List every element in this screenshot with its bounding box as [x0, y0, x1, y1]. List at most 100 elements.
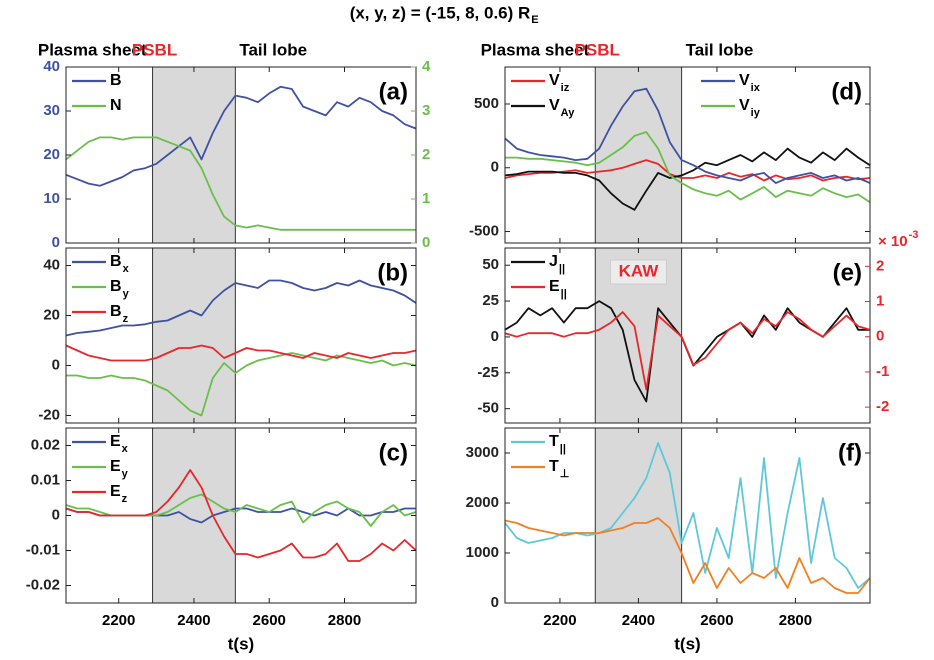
y-tick-label: -50	[477, 400, 499, 417]
data-line	[65, 136, 416, 231]
x-tick-label: 2400	[622, 612, 655, 629]
panel-label: (a)	[379, 78, 408, 105]
y-tick-label: 40	[43, 58, 60, 75]
legend-subscript: ||	[559, 263, 565, 275]
y-tick-label: 0	[52, 356, 60, 373]
legend-label: T	[549, 433, 559, 450]
region-label: PSBL	[575, 40, 620, 59]
legend-label: V	[549, 97, 560, 114]
legend-subscript: ||	[560, 443, 566, 455]
legend-subscript: y	[122, 468, 129, 480]
x-tick-label: 2400	[177, 612, 210, 629]
legend-label: V	[549, 72, 560, 89]
y-tick-label: 0.02	[31, 436, 60, 453]
y-tick-label: 40	[43, 256, 60, 273]
x-tick-label: 2600	[253, 612, 286, 629]
data-line	[504, 159, 871, 182]
legend-label: J	[549, 253, 558, 270]
panel-label: (c)	[379, 439, 408, 466]
legend-label: E	[549, 278, 560, 295]
annotation: KAW	[619, 261, 660, 280]
x-tick-label: 2200	[543, 612, 576, 629]
y-tick-label: 25	[482, 292, 499, 309]
y-tick-label: 0	[491, 328, 499, 345]
legend-label: E	[110, 458, 121, 475]
panel-label: (d)	[831, 78, 862, 105]
y2-tick-label: 4	[422, 58, 431, 75]
y2-tick-label: 0	[876, 328, 884, 345]
legend-label: B	[110, 72, 122, 89]
y2-multiplier-exponent: -3	[909, 229, 919, 241]
y-tick-label: 20	[43, 146, 60, 163]
y2-tick-label: 3	[422, 102, 430, 119]
data-line	[65, 279, 417, 337]
panel-label: (b)	[377, 259, 408, 286]
y-tick-label: 30	[43, 102, 60, 119]
y2-tick-label: 2	[876, 257, 884, 274]
y-tick-label: 0	[491, 594, 499, 611]
y-tick-label: 0	[491, 159, 499, 176]
axes-frame	[65, 247, 417, 424]
data-line	[65, 344, 417, 362]
data-line	[504, 517, 871, 594]
y2-tick-label: 1	[422, 190, 430, 207]
legend-subscript: ix	[751, 82, 761, 94]
legend-label: T	[549, 458, 559, 475]
legend-subscript: iz	[561, 82, 570, 94]
region-label: PSBL	[132, 40, 177, 59]
x-tick-label: 2800	[779, 612, 812, 629]
x-tick-label: 2600	[700, 612, 733, 629]
region-label: Tail lobe	[686, 40, 754, 59]
region-label: Plasma sheet	[38, 40, 147, 59]
y-tick-label: 2000	[466, 494, 499, 511]
data-line	[504, 87, 871, 184]
y-tick-label: 3000	[466, 444, 499, 461]
panel-label: (f)	[838, 439, 862, 466]
annotation-box	[609, 259, 667, 285]
x-axis-label: t(s)	[674, 634, 700, 653]
data-line	[505, 131, 871, 203]
y2-tick-label: -2	[876, 398, 889, 415]
data-line	[65, 469, 417, 562]
y2-tick-label: 0	[422, 234, 430, 251]
legend-label: B	[110, 278, 122, 295]
legend-subscript: iy	[751, 107, 761, 119]
x-axis-label: t(s)	[228, 634, 254, 653]
y-tick-label: -0.02	[26, 576, 60, 593]
y2-tick-label: 2	[422, 146, 430, 163]
panel-label: (e)	[833, 259, 862, 286]
data-line	[504, 311, 871, 391]
y-tick-label: 20	[43, 306, 60, 323]
y-tick-label: 1000	[466, 544, 499, 561]
y2-tick-label: -1	[876, 363, 889, 380]
legend-label: N	[110, 97, 122, 114]
legend-subscript: y	[123, 288, 130, 300]
data-line	[504, 147, 871, 211]
legend-label: B	[110, 253, 122, 270]
y-tick-label: -500	[469, 222, 499, 239]
legend-label: V	[739, 72, 750, 89]
y-tick-label: 50	[482, 256, 499, 273]
x-tick-label: 2800	[328, 612, 361, 629]
y-tick-label: -0.01	[26, 541, 60, 558]
legend-subscript: x	[122, 443, 129, 455]
shaded-region	[595, 428, 682, 603]
region-label: Tail lobe	[239, 40, 307, 59]
region-label: Plasma sheet	[481, 40, 590, 59]
y-tick-label: 500	[474, 95, 499, 112]
legend-label: B	[110, 303, 122, 320]
y-tick-label: -20	[38, 406, 60, 423]
axes-frame	[504, 427, 871, 604]
y2-multiplier: × 10	[878, 233, 908, 250]
y-tick-label: 0	[52, 234, 60, 251]
y-tick-label: 0.01	[31, 471, 60, 488]
figure-title: (x, y, z) = (-15, 8, 0.6) R	[350, 3, 531, 22]
data-line	[65, 85, 417, 187]
legend-label: V	[739, 97, 750, 114]
x-tick-label: 2200	[102, 612, 135, 629]
legend-subscript: Ay	[561, 107, 576, 119]
legend-subscript: z	[122, 493, 128, 505]
axes-frame	[65, 66, 417, 244]
legend-label: E	[110, 483, 121, 500]
